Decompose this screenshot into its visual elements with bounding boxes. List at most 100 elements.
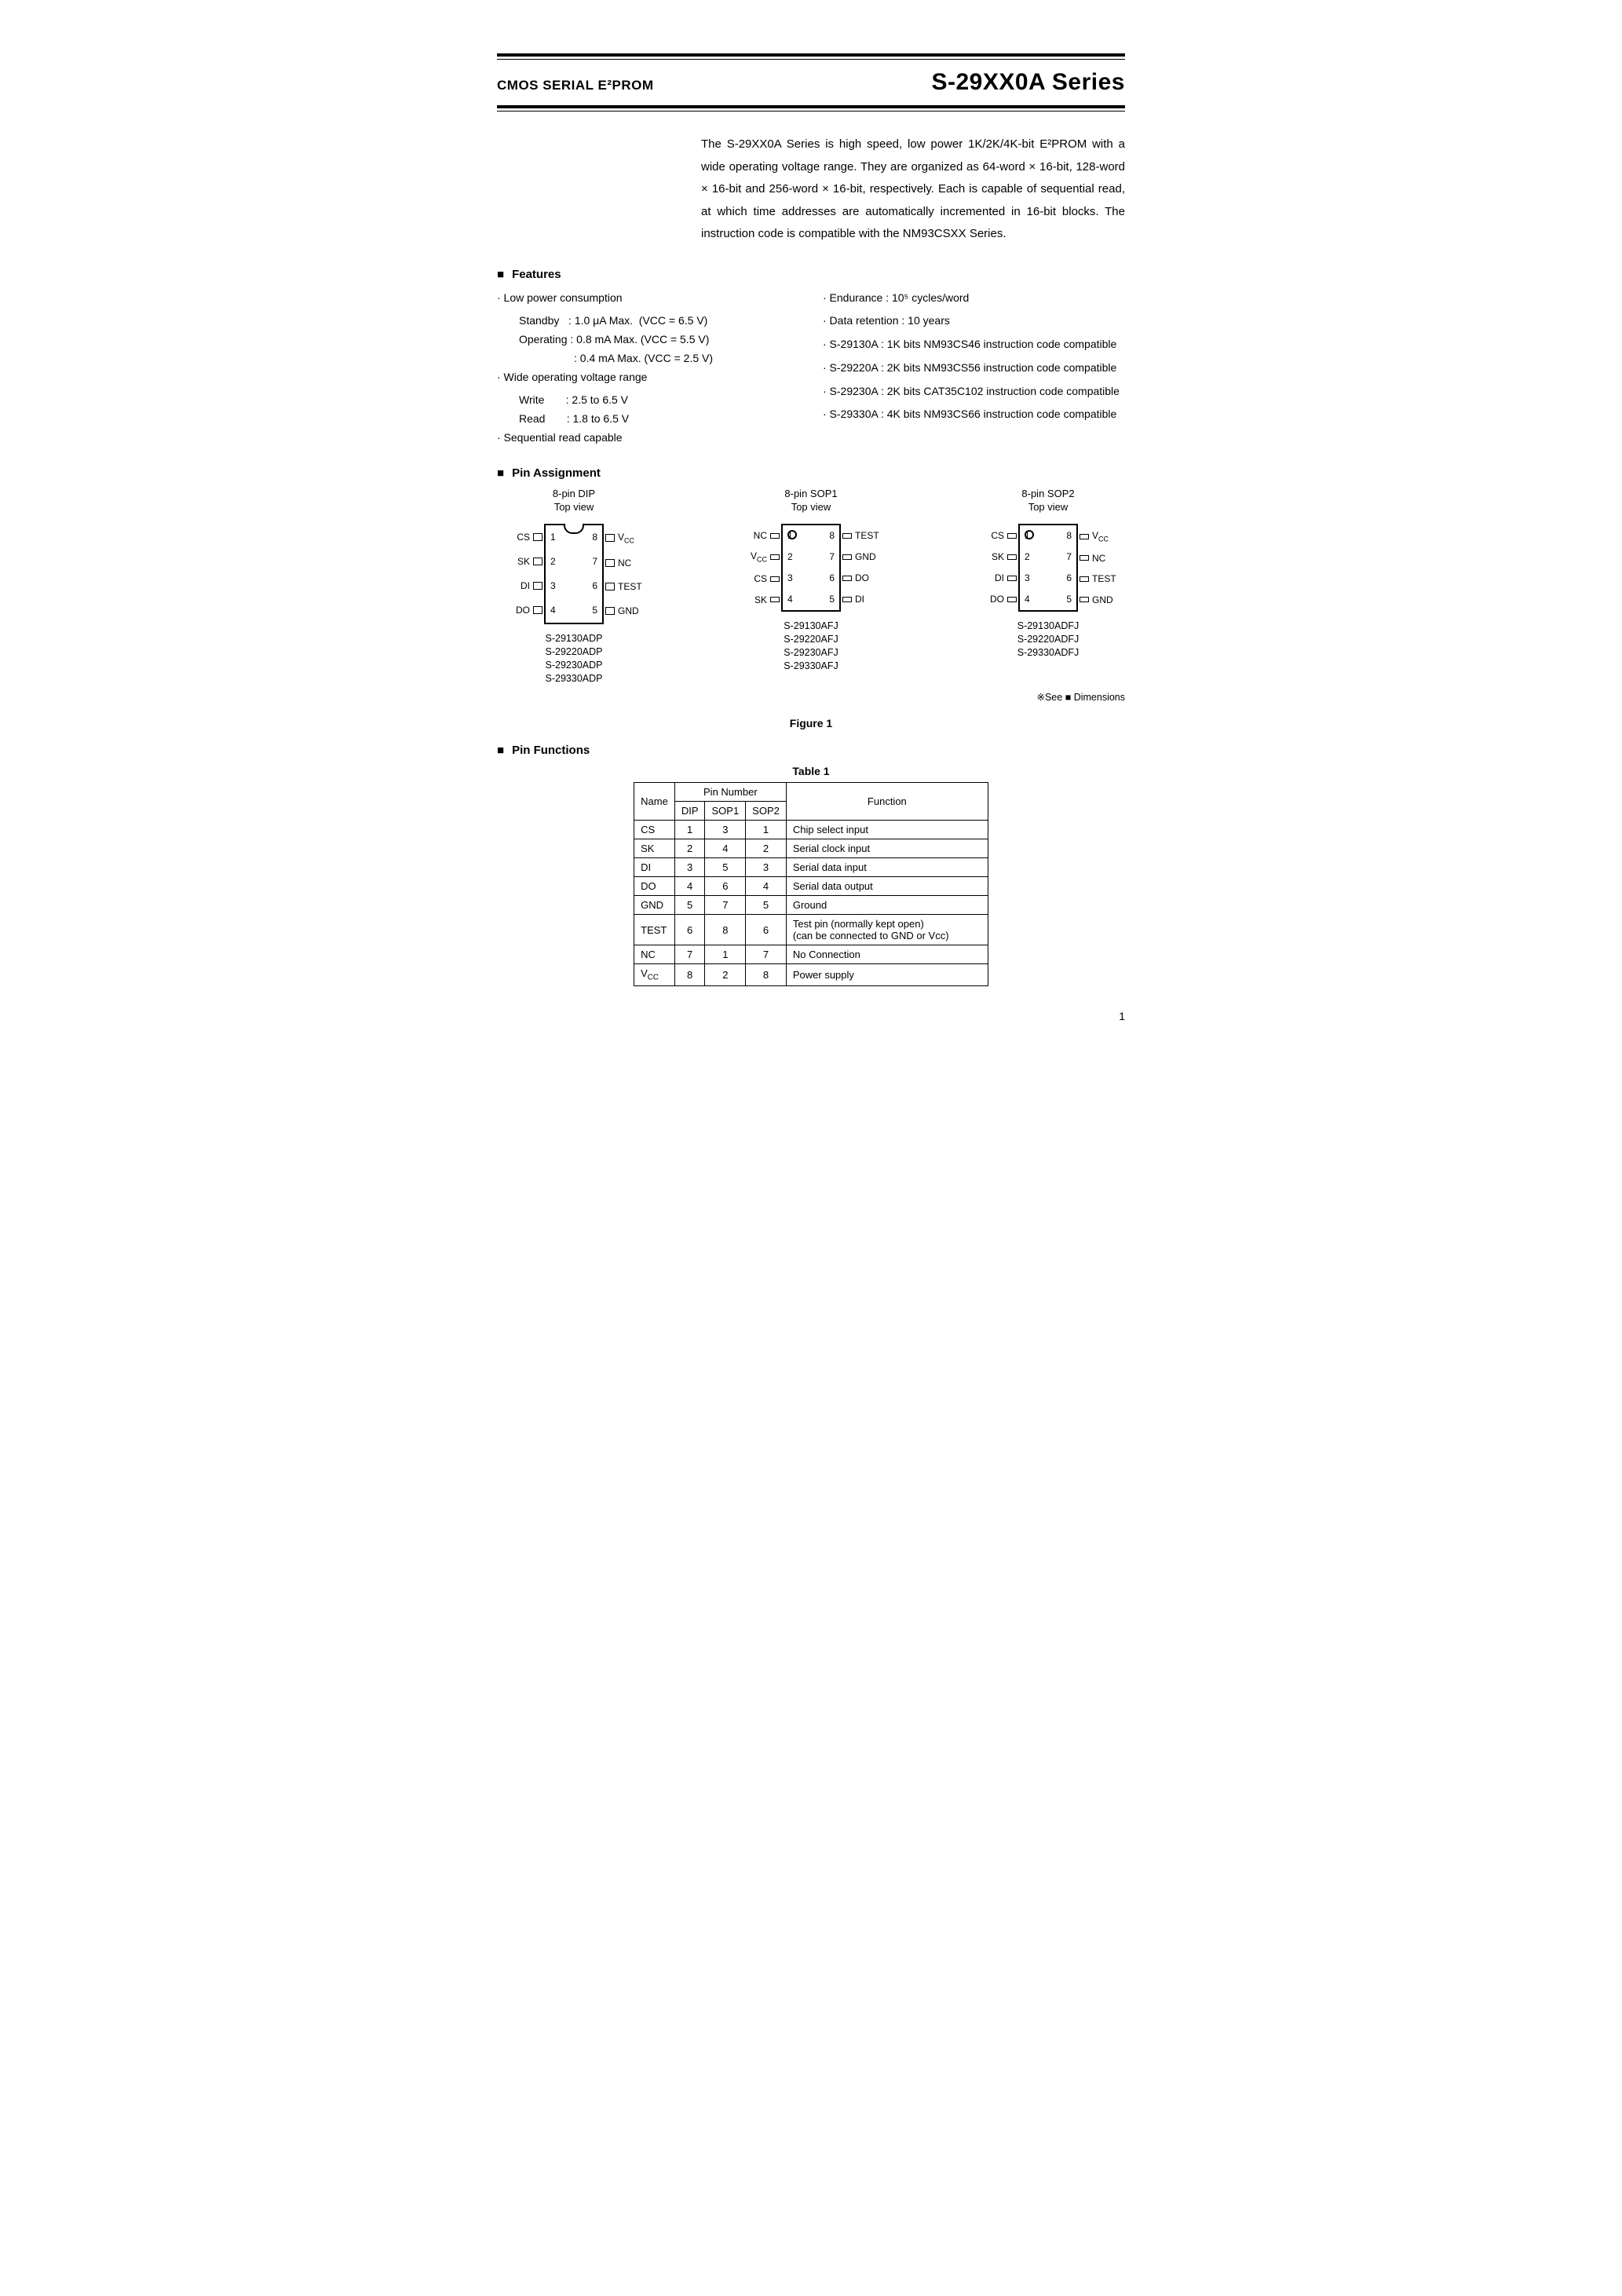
- pin: TEST: [605, 581, 649, 592]
- table-cell: 2: [705, 964, 746, 986]
- intro-paragraph: The S-29XX0A Series is high speed, low p…: [701, 133, 1125, 246]
- table-cell: Serial data output: [786, 877, 988, 896]
- pin: VCC: [605, 532, 649, 544]
- th-sop2: SOP2: [746, 802, 787, 821]
- table-cell: 5: [746, 896, 787, 915]
- table-cell: 1: [746, 821, 787, 839]
- table-cell: SK: [634, 839, 675, 858]
- pins-right: VCCNCTESTGND: [605, 525, 649, 623]
- pinpad-icon: [770, 597, 780, 602]
- part-number-list: S-29130AFJS-29220AFJS-29230AFJS-29330AFJ: [784, 620, 838, 673]
- pinpad-icon: [770, 533, 780, 539]
- feature-item: · S-29220A : 2K bits NM93CS56 instructio…: [823, 359, 1125, 378]
- pinpad-icon: [533, 582, 542, 590]
- pins-left: NCVCCCSSK: [736, 525, 780, 610]
- table-cell: 6: [705, 877, 746, 896]
- pinpad-icon: [533, 558, 542, 565]
- pinpad-icon: [1007, 597, 1017, 602]
- table-cell: No Connection: [786, 945, 988, 964]
- pinpad-icon: [1007, 554, 1017, 560]
- pinpad-icon: [1007, 533, 1017, 539]
- table-cell: 8: [674, 964, 705, 986]
- chip-body: 12348765CSSKDIDOVCCNCTESTGND: [1018, 524, 1078, 612]
- pin-function-table: Name Pin Number Function DIP SOP1 SOP2 C…: [634, 782, 988, 986]
- pin-numbers-right: 8765: [829, 525, 835, 610]
- table-row: VCC828Power supply: [634, 964, 988, 986]
- table-row: TEST686Test pin (normally kept open) (ca…: [634, 915, 988, 945]
- table-cell: 3: [746, 858, 787, 877]
- pin-numbers-left: 1234: [1025, 525, 1030, 610]
- table-cell: 4: [705, 839, 746, 858]
- pinpad-icon: [533, 606, 542, 614]
- pin: GND: [1080, 594, 1123, 605]
- pin: CS: [973, 530, 1017, 541]
- pin: VCC: [736, 550, 780, 563]
- pinpad-icon: [1080, 576, 1089, 582]
- pkg-subtitle: Top view: [791, 501, 831, 513]
- features-left: · Low power consumptionStandby : 1.0 μA …: [497, 289, 799, 452]
- rule-top: [497, 53, 1125, 60]
- table-cell: 7: [674, 945, 705, 964]
- table-cell: 1: [705, 945, 746, 964]
- features-heading: Features: [497, 268, 1125, 281]
- pins-left: CSSKDIDO: [973, 525, 1017, 610]
- pin: DI: [499, 580, 542, 591]
- header-title: S-29XX0A Series: [931, 69, 1125, 96]
- pin-functions-heading: Pin Functions: [497, 744, 1125, 757]
- pin-numbers-left: 1234: [550, 525, 556, 623]
- pkg-title: 8-pin SOP1: [784, 488, 837, 499]
- pin-numbers-left: 1234: [787, 525, 793, 610]
- chip-body: 12348765CSSKDIDOVCCNCTESTGND: [544, 524, 604, 624]
- pin: DI: [973, 572, 1017, 583]
- feature-item: · S-29330A : 4K bits NM93CS66 instructio…: [823, 405, 1125, 424]
- feature-item: · S-29130A : 1K bits NM93CS46 instructio…: [823, 335, 1125, 354]
- table-cell: Ground: [786, 896, 988, 915]
- th-function: Function: [786, 783, 988, 821]
- table-cell: CS: [634, 821, 675, 839]
- pkg-sop2: 8-pin SOP2Top view12348765CSSKDIDOVCCNCT…: [971, 488, 1125, 686]
- pinpad-icon: [842, 533, 852, 539]
- pin: VCC: [1080, 530, 1123, 543]
- rule-under-header: [497, 105, 1125, 112]
- pins-left: CSSKDIDO: [499, 525, 542, 623]
- table-cell: 3: [705, 821, 746, 839]
- feature-subitem: : 0.4 mA Max. (VCC = 2.5 V): [519, 349, 799, 368]
- table-row: CS131Chip select input: [634, 821, 988, 839]
- table-cell: DO: [634, 877, 675, 896]
- page-number: 1: [497, 1010, 1125, 1022]
- pinpad-icon: [1080, 597, 1089, 602]
- feature-item: · Data retention : 10 years: [823, 312, 1125, 331]
- th-dip: DIP: [674, 802, 705, 821]
- th-sop1: SOP1: [705, 802, 746, 821]
- pin: SK: [736, 594, 780, 605]
- pkg-title: 8-pin DIP: [553, 488, 595, 499]
- pkg-dip: 8-pin DIPTop view12348765CSSKDIDOVCCNCTE…: [497, 488, 651, 686]
- feature-subitem: Operating : 0.8 mA Max. (VCC = 5.5 V): [519, 331, 799, 349]
- table-row: DO464Serial data output: [634, 877, 988, 896]
- table-row: SK242Serial clock input: [634, 839, 988, 858]
- pin: GND: [842, 551, 886, 562]
- pinpad-icon: [533, 533, 542, 541]
- pinpad-icon: [605, 534, 615, 542]
- pin-numbers-right: 8765: [592, 525, 597, 623]
- chip-body: 12348765NCVCCCSSKTESTGNDDODI: [781, 524, 841, 612]
- pins-right: TESTGNDDODI: [842, 525, 886, 610]
- feature-subitem: Read : 1.8 to 6.5 V: [519, 410, 799, 429]
- table-cell: 8: [746, 964, 787, 986]
- datasheet-page: CMOS SERIAL E²PROM S-29XX0A Series The S…: [458, 0, 1164, 1054]
- feature-item: · Wide operating voltage range: [497, 368, 799, 387]
- table-cell: TEST: [634, 915, 675, 945]
- table-cell: Chip select input: [786, 821, 988, 839]
- pinpad-icon: [1080, 555, 1089, 561]
- pin: CS: [499, 532, 542, 543]
- pin: SK: [499, 556, 542, 567]
- pin-numbers-right: 8765: [1066, 525, 1072, 610]
- table-cell: 7: [746, 945, 787, 964]
- pin-assignment-heading: Pin Assignment: [497, 466, 1125, 480]
- feature-subitem: Write : 2.5 to 6.5 V: [519, 391, 799, 410]
- feature-item: · Sequential read capable: [497, 429, 799, 448]
- features-columns: · Low power consumptionStandby : 1.0 μA …: [497, 289, 1125, 452]
- pin: TEST: [842, 530, 886, 541]
- table-cell: VCC: [634, 964, 675, 986]
- table-cell: 6: [674, 915, 705, 945]
